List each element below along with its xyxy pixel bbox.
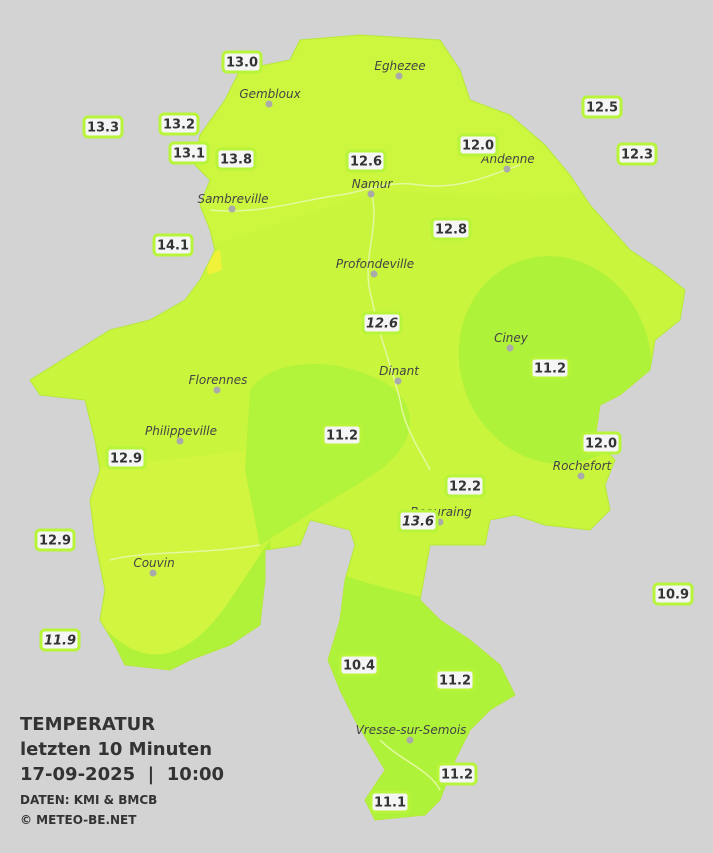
station-box bbox=[397, 509, 439, 533]
station-box bbox=[616, 142, 658, 166]
legend-period: letzten 10 Minuten bbox=[20, 739, 212, 760]
station-value: 12.6 bbox=[350, 155, 382, 170]
city-dot bbox=[577, 472, 585, 480]
station-box bbox=[338, 653, 380, 677]
city-label: Sambreville bbox=[197, 192, 268, 206]
city-dot bbox=[406, 736, 414, 744]
city-label: Rochefort bbox=[553, 459, 613, 473]
station-value: 11.2 bbox=[534, 362, 566, 377]
station-value: 12.6 bbox=[366, 317, 398, 332]
station-value: 10.4 bbox=[343, 659, 375, 674]
station-box bbox=[34, 528, 76, 552]
station-box bbox=[105, 446, 147, 470]
station-value: 13.8 bbox=[220, 153, 252, 168]
city-dot bbox=[506, 344, 514, 352]
station-value: 13.0 bbox=[226, 56, 258, 71]
city-label: Ciney bbox=[494, 331, 529, 345]
city-dot bbox=[370, 270, 378, 278]
station-box bbox=[39, 628, 81, 652]
station-box bbox=[168, 141, 210, 165]
station-box bbox=[321, 423, 363, 447]
station-value: 13.6 bbox=[402, 515, 434, 530]
city-label: Namur bbox=[352, 177, 394, 191]
station-value: 12.2 bbox=[449, 480, 481, 495]
station-box bbox=[436, 762, 478, 786]
city-dot bbox=[265, 100, 273, 108]
stations: 13.0 13.3 13.2 13.1 13.8 12.6 12.0 12.5 12.3 14.1… bbox=[34, 50, 694, 814]
station-value: 12.8 bbox=[435, 223, 467, 238]
city-label: Philippeville bbox=[145, 424, 217, 438]
station-box bbox=[444, 474, 486, 498]
station-box bbox=[430, 217, 472, 241]
city-label: Couvin bbox=[133, 556, 174, 570]
station-box bbox=[457, 133, 499, 157]
legend-timestamp: 17-09-2025 | 10:00 bbox=[20, 764, 224, 785]
station-box bbox=[345, 149, 387, 173]
city-dot bbox=[149, 569, 157, 577]
rivers bbox=[109, 164, 521, 791]
station-value: 12.0 bbox=[462, 139, 494, 154]
station-value: 12.9 bbox=[110, 452, 142, 467]
city-dot bbox=[213, 386, 221, 394]
station-value: 14.1 bbox=[157, 239, 189, 254]
city-dot bbox=[176, 437, 184, 445]
city-dot bbox=[394, 377, 402, 385]
city-label: Florennes bbox=[189, 373, 248, 387]
city-dot bbox=[395, 72, 403, 80]
station-box bbox=[434, 668, 476, 692]
station-value: 13.3 bbox=[87, 121, 119, 136]
station-value: 11.2 bbox=[326, 429, 358, 444]
station-value: 12.0 bbox=[585, 437, 617, 452]
station-box bbox=[652, 582, 694, 606]
station-box bbox=[221, 50, 263, 74]
station-box bbox=[158, 112, 200, 136]
station-value: 11.2 bbox=[439, 674, 471, 689]
city-dot bbox=[503, 165, 511, 173]
legend-title: TEMPERATUR bbox=[20, 714, 155, 735]
city-label: Profondeville bbox=[336, 257, 414, 271]
station-value: 12.3 bbox=[621, 148, 653, 163]
legend-source: DATEN: KMI & BMCB bbox=[20, 793, 157, 807]
station-value: 11.2 bbox=[441, 768, 473, 783]
station-box bbox=[215, 147, 257, 171]
station-box bbox=[581, 95, 623, 119]
city-dot bbox=[367, 190, 375, 198]
city-dot bbox=[228, 205, 236, 213]
station-box bbox=[82, 115, 124, 139]
station-box bbox=[580, 431, 622, 455]
station-box bbox=[369, 790, 411, 814]
city-label: Eghezee bbox=[374, 59, 425, 73]
station-value: 11.9 bbox=[44, 634, 76, 649]
station-box bbox=[529, 356, 571, 380]
city-label: Dinant bbox=[379, 364, 420, 378]
city-label: Vresse-sur-Semois bbox=[356, 723, 467, 737]
station-box bbox=[361, 311, 403, 335]
station-value: 12.5 bbox=[586, 101, 618, 116]
city-label: Gembloux bbox=[239, 87, 301, 101]
station-value: 13.2 bbox=[163, 118, 195, 133]
station-value: 10.9 bbox=[657, 588, 689, 603]
legend-copyright: © METEO-BE.NET bbox=[20, 813, 137, 827]
station-value: 11.1 bbox=[374, 796, 406, 811]
station-box bbox=[152, 233, 194, 257]
station-value: 13.1 bbox=[173, 147, 205, 162]
station-value: 12.9 bbox=[39, 534, 71, 549]
